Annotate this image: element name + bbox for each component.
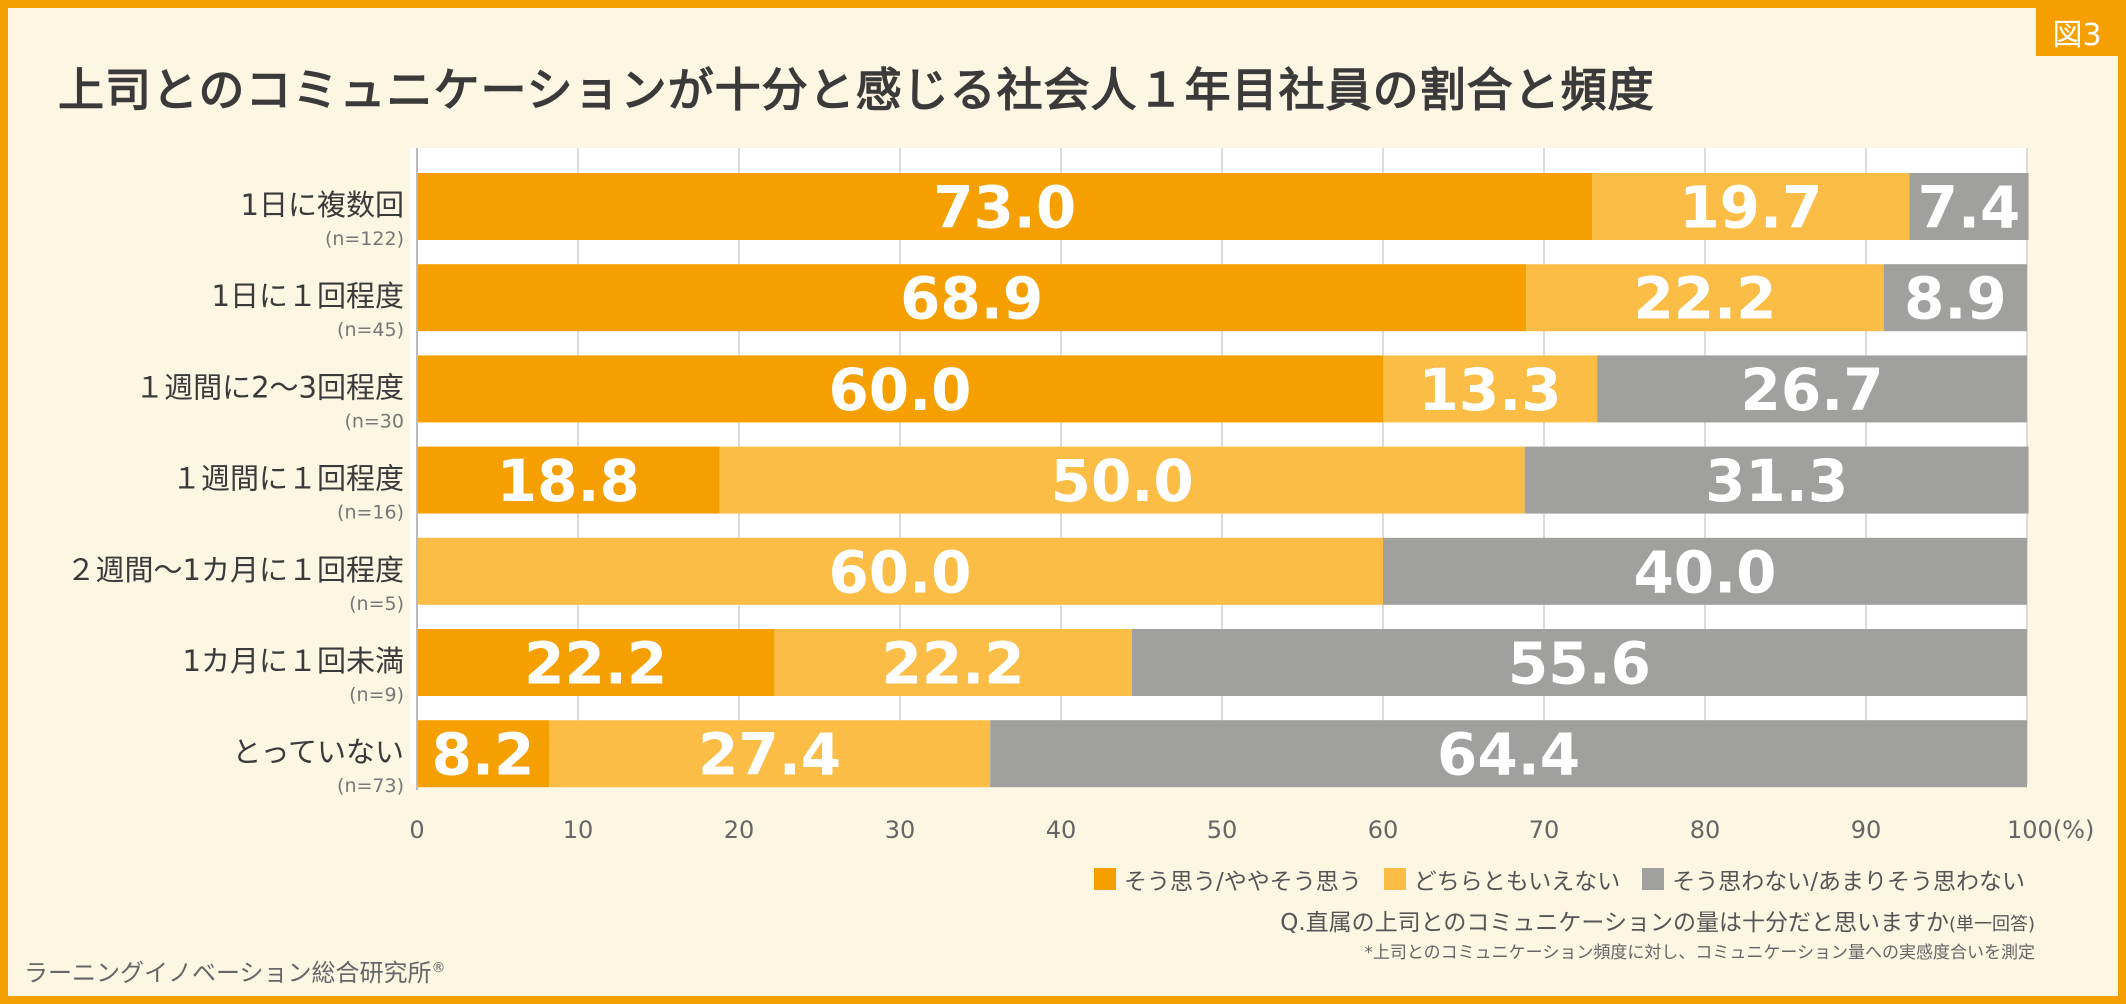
legend-label-agree: そう思う/ややそう思う xyxy=(1123,869,1362,895)
data-label-5-0: 22.2 xyxy=(524,630,667,698)
bar-segment-1-2 xyxy=(1883,264,2027,332)
legend-item-neutral: どちらともいえない xyxy=(1383,862,1621,896)
data-label-6-1: 27.4 xyxy=(698,721,841,789)
x-tick-label-5: 50 xyxy=(1207,816,1238,844)
category-n-3: (n=16) xyxy=(337,502,404,524)
category-label-1: 1日に１回程度 xyxy=(212,279,404,313)
x-tick-label-3: 30 xyxy=(885,816,916,844)
bar-segment-2-2 xyxy=(1597,355,2027,423)
category-label-5: 1カ月に１回未満 xyxy=(183,644,404,678)
data-label-1-0: 68.9 xyxy=(900,265,1043,333)
bar-segment-2-1 xyxy=(1383,355,1598,423)
data-label-0-0: 73.0 xyxy=(933,174,1076,242)
legend-swatch-disagree xyxy=(1642,868,1665,890)
bar-segment-2-0 xyxy=(417,355,1383,423)
legend-item-disagree: そう思わない/あまりそう思わない xyxy=(1642,862,2025,896)
data-label-3-0: 18.8 xyxy=(497,447,640,515)
legend: そう思う/ややそう思う どちらともいえない そう思わない/あまりそう思わない xyxy=(1020,862,2025,896)
legend-swatch-neutral xyxy=(1383,868,1406,890)
data-label-4-2: 40.0 xyxy=(1633,538,1776,606)
data-label-3-2: 31.3 xyxy=(1705,447,1848,515)
x-tick-label-8: 80 xyxy=(1690,816,1721,844)
chart-title: 上司とのコミュニケーションが十分と感じる社会人１年目社員の割合と頻度 xyxy=(58,63,1655,117)
question-text: Q.直属の上司とのコミュニケーションの量は十分だと思いますか xyxy=(1280,910,1949,936)
bar-segment-3-0 xyxy=(417,446,720,514)
x-tick-label-7: 70 xyxy=(1529,816,1560,844)
bar-segment-6-2 xyxy=(990,720,2028,788)
x-tick-label-6: 60 xyxy=(1368,816,1399,844)
bar-segment-6-1 xyxy=(549,720,991,788)
data-label-2-0: 60.0 xyxy=(828,356,971,424)
category-label-4: ２週間〜1カ月に１回程度 xyxy=(67,553,404,587)
category-n-1: (n=45) xyxy=(337,319,404,341)
bar-segment-5-2 xyxy=(1131,629,2027,696)
source-credit: ラーニングイノベーション総合研究所® xyxy=(24,953,446,988)
footnote: *上司とのコミュニケーション頻度に対し、コミュニケーション量への実感度合いを測定 xyxy=(1364,943,2035,963)
category-label-2: １週間に2〜3回程度 xyxy=(135,370,404,404)
source-name: ラーニングイノベーション総合研究所 xyxy=(24,959,432,987)
data-label-5-2: 55.6 xyxy=(1508,630,1651,698)
bar-segment-0-2 xyxy=(1909,173,2029,240)
data-label-2-2: 26.7 xyxy=(1741,356,1884,424)
legend-swatch-agree xyxy=(1093,868,1116,890)
category-label-6: とっていない xyxy=(232,735,404,769)
data-label-1-2: 8.9 xyxy=(1904,265,2007,333)
data-label-5-1: 22.2 xyxy=(882,630,1025,698)
data-label-0-2: 7.4 xyxy=(1918,174,2021,242)
category-label-0: 1日に複数回 xyxy=(241,188,404,222)
data-label-2-1: 13.3 xyxy=(1419,356,1562,424)
category-n-5: (n=9) xyxy=(349,684,404,706)
x-tick-label-9: 90 xyxy=(1851,816,1882,844)
figure-tag: 図3 xyxy=(2036,8,2118,56)
x-tick-label-4: 40 xyxy=(1046,816,1077,844)
x-tick-label-0: 0 xyxy=(409,816,424,844)
legend-label-neutral: どちらともいえない xyxy=(1413,869,1621,895)
category-n-6: (n=73) xyxy=(337,775,404,797)
category-label-3: １週間に１回程度 xyxy=(172,462,404,496)
legend-item-agree: そう思う/ややそう思う xyxy=(1093,862,1362,896)
data-label-4-1: 60.0 xyxy=(828,538,971,606)
survey-question: Q.直属の上司とのコミュニケーションの量は十分だと思いますか(単一回答) xyxy=(1280,903,2035,937)
bar-segment-6-0 xyxy=(417,720,550,788)
category-n-2: (n=30 xyxy=(344,410,404,432)
data-label-6-2: 64.4 xyxy=(1437,721,1580,789)
data-label-3-1: 50.0 xyxy=(1051,447,1194,515)
bar-segment-5-1 xyxy=(774,629,1132,696)
bar-segment-3-1 xyxy=(719,446,1525,514)
x-tick-label-2: 20 xyxy=(724,816,755,844)
bar-segment-5-0 xyxy=(417,629,775,696)
registered-mark: ® xyxy=(431,960,446,976)
x-tick-label-10: 100(%) xyxy=(2007,816,2094,844)
data-label-0-1: 19.7 xyxy=(1679,174,1822,242)
bar-segment-0-1 xyxy=(1592,173,1910,240)
bar-segment-4-1 xyxy=(417,537,1383,605)
bar-segment-1-0 xyxy=(417,264,1527,332)
bar-segment-4-2 xyxy=(1383,537,2027,605)
data-label-1-1: 22.2 xyxy=(1633,265,1776,333)
category-n-4: (n=5) xyxy=(349,593,404,615)
bar-segment-3-2 xyxy=(1524,446,2029,514)
question-note: (単一回答) xyxy=(1948,914,2035,935)
x-tick-label-1: 10 xyxy=(563,816,594,844)
bar-segment-0-0 xyxy=(417,173,1593,240)
data-label-6-0: 8.2 xyxy=(432,721,535,789)
category-n-0: (n=122) xyxy=(325,228,404,250)
legend-label-disagree: そう思わない/あまりそう思わない xyxy=(1672,869,2025,895)
bar-segment-1-1 xyxy=(1526,264,1884,332)
